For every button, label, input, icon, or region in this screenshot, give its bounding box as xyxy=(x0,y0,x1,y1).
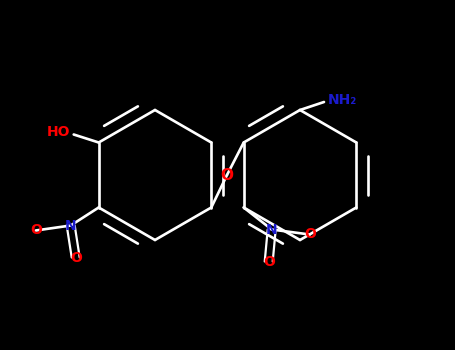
Text: O: O xyxy=(30,224,42,238)
Text: O: O xyxy=(70,251,81,265)
Text: HO: HO xyxy=(47,126,71,140)
Text: O: O xyxy=(263,254,275,268)
Text: O: O xyxy=(304,228,316,241)
Text: N: N xyxy=(65,218,76,232)
Text: NH₂: NH₂ xyxy=(328,93,357,107)
Text: O: O xyxy=(221,168,233,182)
Text: N: N xyxy=(266,223,278,237)
